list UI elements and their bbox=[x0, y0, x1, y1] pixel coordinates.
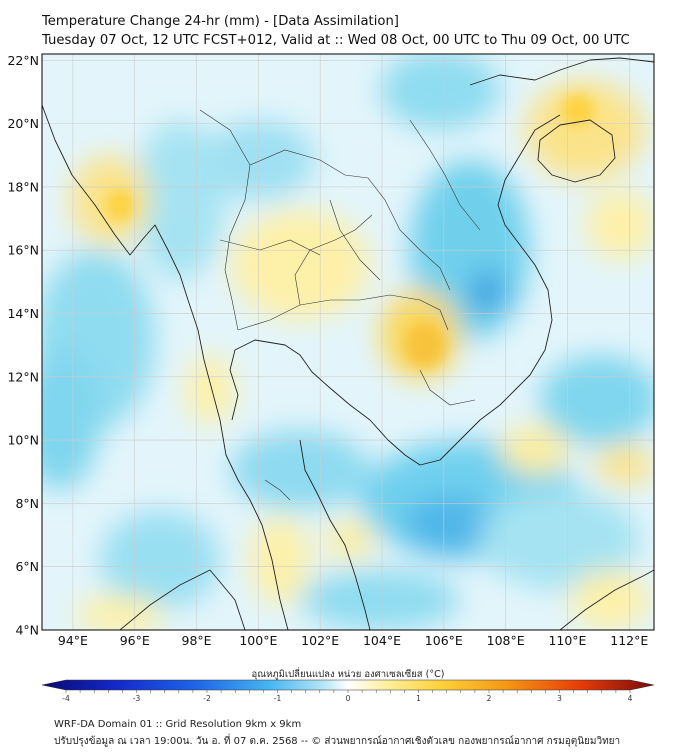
longitude-labels: 94°E 96°E 98°E 100°E 102°E 104°E 106°E 108°E 110… bbox=[58, 633, 648, 648]
lat-tick-label: 8°N bbox=[15, 496, 39, 511]
title-line-2: Tuesday 07 Oct, 12 UTC FCST+012, Valid a… bbox=[42, 33, 630, 48]
lat-tick-label: 18°N bbox=[7, 179, 39, 194]
coastlines bbox=[42, 57, 654, 630]
lat-tick-label: 10°N bbox=[7, 433, 39, 448]
colorbar-tick-label: 3 bbox=[557, 694, 562, 703]
colorbar-tick-label: 0 bbox=[346, 694, 351, 703]
map-title: Temperature Change 24-hr (mm) - [Data As… bbox=[42, 12, 630, 50]
title-line-1: Temperature Change 24-hr (mm) - [Data As… bbox=[42, 14, 399, 29]
colorbar-gradient bbox=[41, 679, 655, 691]
country-borders bbox=[199, 109, 481, 501]
lon-tick-label: 100°E bbox=[239, 633, 277, 648]
colorbar-ticks: -4 -3 -2 -1 0 1 2 3 4 bbox=[62, 690, 633, 703]
footer-update-info: ปรับปรุงข้อมูล ณ เวลา 19:00น. วัน อ. ที่… bbox=[54, 736, 621, 747]
lon-tick-label: 94°E bbox=[58, 633, 88, 648]
colorbar-tick-label: 4 bbox=[628, 694, 633, 703]
temperature-field bbox=[42, 54, 654, 630]
temperature-map: 22°N 20°N 18°N 16°N 14°N 12°N 10°N 8°N 6°N 4°N 94… bbox=[7, 53, 655, 648]
gridlines bbox=[42, 54, 654, 630]
lat-tick-label: 6°N bbox=[15, 559, 39, 574]
lon-tick-label: 104°E bbox=[363, 633, 401, 648]
lat-tick-label: 4°N bbox=[15, 623, 39, 638]
lat-tick-label: 16°N bbox=[7, 243, 39, 258]
lat-tick-label: 12°N bbox=[7, 369, 39, 384]
colorbar-tick-label: -3 bbox=[133, 694, 141, 703]
lat-tick-label: 14°N bbox=[7, 306, 39, 321]
lat-tick-label: 22°N bbox=[7, 53, 39, 68]
latitude-labels: 22°N 20°N 18°N 16°N 14°N 12°N 10°N 8°N 6°N 4°N bbox=[7, 53, 39, 638]
lat-tick-label: 20°N bbox=[7, 116, 39, 131]
lon-tick-label: 112°E bbox=[610, 633, 648, 648]
lon-tick-label: 98°E bbox=[182, 633, 212, 648]
colorbar-tick-label: -1 bbox=[274, 694, 282, 703]
colorbar-tick-label: -2 bbox=[203, 694, 211, 703]
colorbar-tick-label: -4 bbox=[62, 694, 70, 703]
lon-tick-label: 96°E bbox=[120, 633, 150, 648]
lon-tick-label: 108°E bbox=[487, 633, 525, 648]
lon-tick-label: 106°E bbox=[425, 633, 463, 648]
colorbar-tick-label: 2 bbox=[487, 694, 492, 703]
footer-domain-info: WRF-DA Domain 01 :: Grid Resolution 9km … bbox=[54, 719, 302, 730]
lon-tick-label: 110°E bbox=[548, 633, 586, 648]
colorbar-tick-label: 1 bbox=[416, 694, 421, 703]
colorbar-label: อุณหภูมิเปลี่ยนแปลง หน่วย องศาเซลเซียส (… bbox=[252, 667, 445, 680]
map-frame bbox=[41, 53, 655, 631]
lon-tick-label: 102°E bbox=[301, 633, 339, 648]
